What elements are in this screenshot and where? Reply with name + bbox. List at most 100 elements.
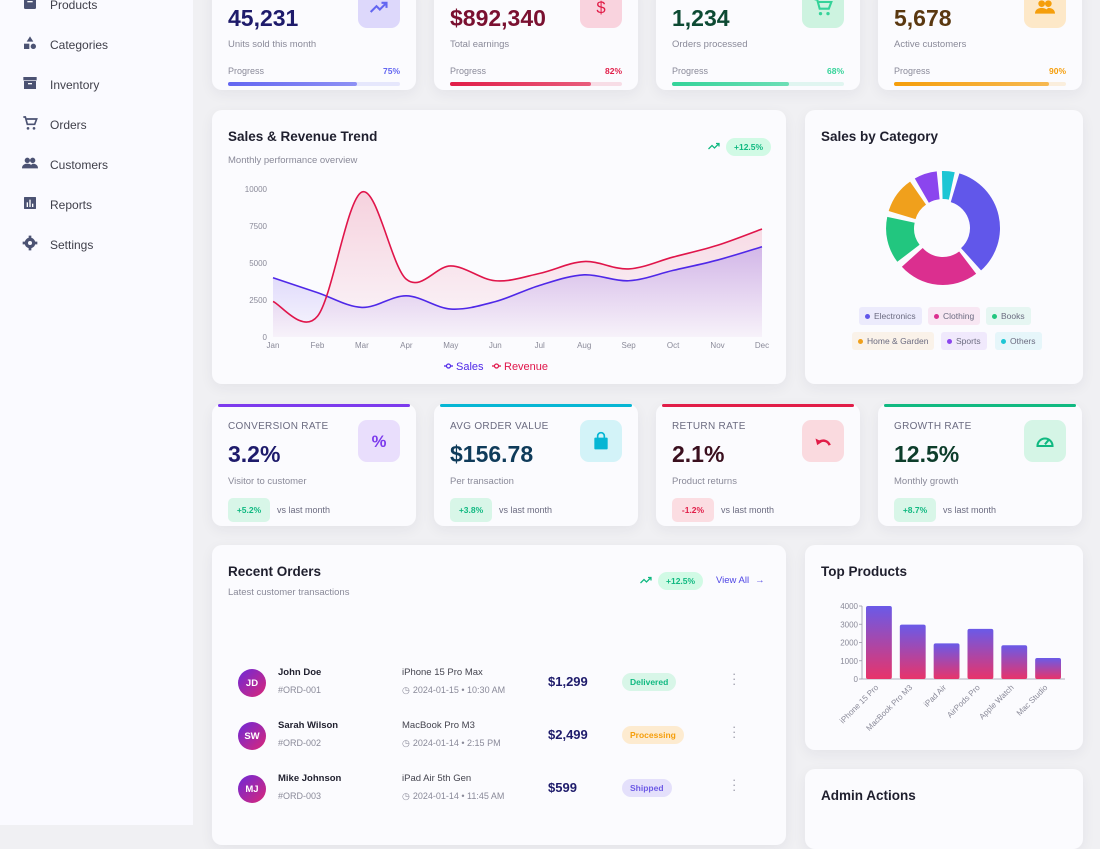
bar[interactable] xyxy=(1035,658,1061,679)
slice-electronics[interactable] xyxy=(950,173,1000,271)
date-text: 2024-01-14 • 11:45 AM xyxy=(412,791,505,801)
status-badge: Processing xyxy=(622,726,684,744)
revenue-line xyxy=(272,191,763,323)
bar[interactable] xyxy=(899,624,926,679)
slice-home-garden[interactable] xyxy=(888,181,927,220)
progress-percent: 90% xyxy=(1048,66,1066,76)
legend-item[interactable]: Clothing xyxy=(928,307,981,325)
y-tick-label: 5000 xyxy=(249,259,267,268)
legend-item[interactable]: Electronics xyxy=(859,307,922,325)
vs-label: vs last month xyxy=(943,505,997,515)
legend-sales[interactable]: Sales xyxy=(444,361,484,373)
y-tick-label: 0 xyxy=(263,333,268,342)
chart-icon xyxy=(22,195,38,214)
legend-label: Sports xyxy=(956,336,981,346)
avatar: MJ xyxy=(238,775,266,803)
bar[interactable] xyxy=(866,606,892,679)
kpi-value: 45,231 xyxy=(228,5,299,31)
legend-item[interactable]: Home & Garden xyxy=(852,332,935,350)
slice-sports[interactable] xyxy=(914,171,940,203)
x-tick-label: Aug xyxy=(577,341,591,350)
sidebar-item-label: Reports xyxy=(50,197,93,212)
date-text: 2024-01-14 • 2:15 PM xyxy=(412,738,501,748)
sales-revenue-trend-card: Sales & Revenue Trend Monthly performanc… xyxy=(212,110,786,384)
progress-bar xyxy=(672,82,844,86)
cart-icon xyxy=(802,0,844,28)
sidebar-item-customers[interactable]: Customers xyxy=(22,155,108,174)
orders-title: Recent Orders xyxy=(228,564,322,579)
slice-others[interactable] xyxy=(941,171,955,200)
sidebar-item-categories[interactable]: Categories xyxy=(22,35,108,54)
order-id: #ORD-001 xyxy=(278,685,322,695)
date-text: 2024-01-15 • 10:30 AM xyxy=(412,685,506,695)
order-row[interactable]: MJ Mike Johnson #ORD-003 iPad Air 5th Gen ◷ 2… xyxy=(212,771,786,821)
legend-dot-icon xyxy=(992,313,997,319)
y-tick-label: 0 xyxy=(854,675,859,684)
x-tick-label: May xyxy=(443,341,458,350)
svg-text:$: $ xyxy=(596,0,605,17)
metric-card: RETURN RATE 2.1% Product returns -1.2% vs la… xyxy=(656,404,860,526)
kpi-subtitle: Units sold this month xyxy=(228,39,317,50)
status-badge: Shipped xyxy=(622,779,672,797)
admin-actions-title: Admin Actions xyxy=(821,788,916,803)
kpi-card: 1,234 Orders processed Progress 68% xyxy=(656,0,860,90)
progress-fill xyxy=(228,82,357,86)
legend-item[interactable]: Others xyxy=(995,332,1042,350)
x-tick-label: Jun xyxy=(489,341,502,350)
more-options-icon[interactable]: · · · xyxy=(732,772,737,797)
y-tick-label: 3000 xyxy=(840,620,858,629)
undo-icon xyxy=(802,420,844,462)
change-badge: -1.2% xyxy=(672,498,714,522)
x-tick-label: iPad Air xyxy=(922,683,948,709)
sales-line xyxy=(272,245,763,310)
slice-clothing[interactable] xyxy=(901,248,977,285)
trend-subtitle: Monthly performance overview xyxy=(228,155,358,166)
sidebar-item-orders[interactable]: Orders xyxy=(22,115,87,134)
customer-name: Mike Johnson xyxy=(278,773,342,784)
y-tick-label: 10000 xyxy=(245,185,268,194)
kpi-subtitle: Total earnings xyxy=(450,39,510,50)
bar[interactable] xyxy=(1001,645,1028,679)
progress-fill xyxy=(672,82,789,86)
accent-line xyxy=(218,404,410,407)
sidebar-item-products[interactable]: Products xyxy=(22,0,97,14)
change-badge: +8.7% xyxy=(894,498,936,522)
legend-item[interactable]: Sports xyxy=(941,332,987,350)
order-row[interactable]: JD John Doe #ORD-001 iPhone 15 Pro Max ◷ 2024… xyxy=(212,665,786,715)
more-options-icon[interactable]: · · · xyxy=(732,666,737,691)
bar[interactable] xyxy=(933,643,960,679)
order-id: #ORD-002 xyxy=(278,738,322,748)
slice-books[interactable] xyxy=(886,216,920,262)
view-all-label: View All xyxy=(716,575,750,586)
order-date: ◷ 2024-01-14 • 11:45 AM xyxy=(402,791,504,802)
trend-title: Sales & Revenue Trend xyxy=(228,129,378,144)
x-tick-label: Feb xyxy=(311,341,325,350)
recent-orders-card: Recent Orders Latest customer transactio… xyxy=(212,545,786,845)
view-all-link[interactable]: View All → xyxy=(716,575,765,586)
metric-card: CONVERSION RATE% 3.2% Visitor to customer +… xyxy=(212,404,416,526)
legend-label: Revenue xyxy=(504,361,548,373)
x-tick-label: AirPods Pro xyxy=(945,683,982,720)
sidebar-item-inventory[interactable]: Inventory xyxy=(22,75,99,94)
more-options-icon[interactable]: · · · xyxy=(732,719,737,744)
sidebar-item-settings[interactable]: Settings xyxy=(22,235,93,254)
x-tick-label: Jul xyxy=(535,341,545,350)
bar[interactable] xyxy=(967,628,994,679)
progress-fill xyxy=(450,82,592,86)
trend-up-icon xyxy=(640,576,652,584)
customer-name: Sarah Wilson xyxy=(278,720,339,731)
metric-card: AVG ORDER VALUE $156.78 Per transaction +3.… xyxy=(434,404,638,526)
kpi-subtitle: Active customers xyxy=(894,39,967,50)
order-id: #ORD-003 xyxy=(278,791,322,801)
legend-item[interactable]: Books xyxy=(986,307,1031,325)
legend-label: Others xyxy=(1010,336,1036,346)
people-icon xyxy=(1024,0,1066,28)
metric-subtitle: Product returns xyxy=(672,476,737,487)
order-row[interactable]: SW Sarah Wilson #ORD-002 MacBook Pro M3 ◷ 202… xyxy=(212,718,786,768)
x-tick-label: Nov xyxy=(710,341,724,350)
archive-icon xyxy=(22,75,38,94)
metric-card: GROWTH RATE 12.5% Monthly growth +8.7% vs la… xyxy=(878,404,1082,526)
legend-revenue[interactable]: Revenue xyxy=(492,361,548,373)
sidebar-item-reports[interactable]: Reports xyxy=(22,195,92,214)
progress-label: Progress xyxy=(672,66,709,76)
